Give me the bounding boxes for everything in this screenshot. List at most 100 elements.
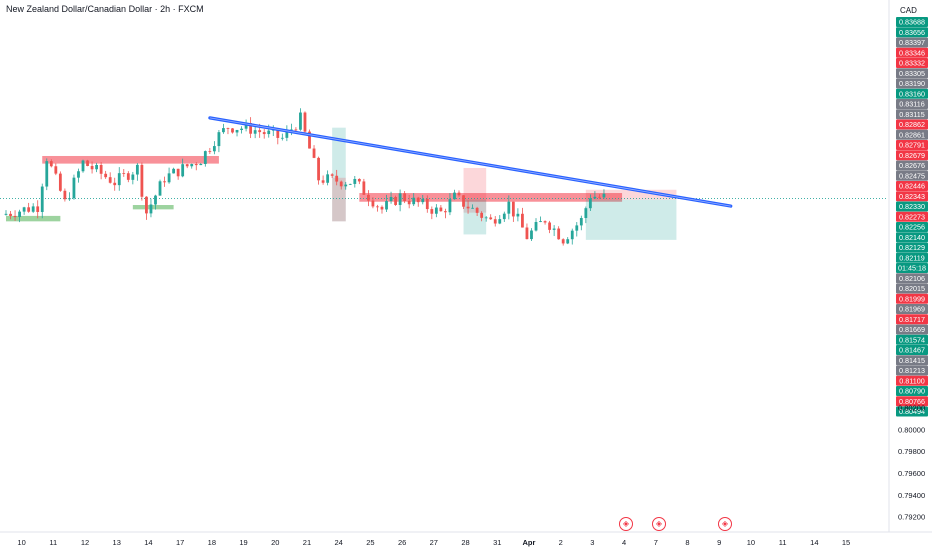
price-tag: 0.82791 xyxy=(896,140,928,150)
candle-down xyxy=(122,168,126,177)
price-tag-label: 0.81467 xyxy=(899,346,925,355)
candle-down xyxy=(439,205,443,212)
price-tag: 0.82475 xyxy=(896,170,928,181)
time-axis[interactable]: 10 11 12 13 14 17 18 19 20 21 24 25 26 27 28 31 Apr 2 3 4 7 8… xyxy=(17,538,850,547)
price-tag-label: 0.82343 xyxy=(899,192,925,201)
time-axis-label: 10 xyxy=(747,538,755,547)
price-tag-label: 0.82862 xyxy=(899,120,925,129)
candle-down xyxy=(145,196,148,220)
price-tag: 0.82129 xyxy=(896,242,928,253)
candle-up xyxy=(498,215,502,225)
price-tag: 0.81467 xyxy=(896,345,928,355)
candle-down xyxy=(108,172,112,184)
candle-down xyxy=(335,169,339,186)
candle-up xyxy=(95,162,98,173)
candle-down xyxy=(362,178,366,196)
event-icon[interactable]: ◈ xyxy=(652,517,666,531)
price-tag: 0.83190 xyxy=(896,78,928,89)
candle-up xyxy=(22,206,26,215)
candle-down xyxy=(104,170,108,179)
time-axis-label: 11 xyxy=(779,538,787,547)
candle-down xyxy=(276,128,280,145)
candle-up xyxy=(280,133,284,141)
candle-down xyxy=(63,188,67,202)
candle-up xyxy=(348,183,352,185)
event-icon[interactable]: ◈ xyxy=(619,517,633,531)
price-tag: 0.82015 xyxy=(896,283,928,294)
candle-down xyxy=(13,210,17,221)
time-axis-label: 12 xyxy=(81,538,89,547)
event-icon[interactable]: ◈ xyxy=(718,517,732,531)
price-tag: 0.82256 xyxy=(896,222,928,232)
symbol-title[interactable]: New Zealand Dollar/Canadian Dollar · 2h … xyxy=(6,4,204,14)
candle-down xyxy=(86,159,89,167)
candle-down xyxy=(194,162,198,171)
price-tag: 0.82446 xyxy=(896,181,928,191)
time-axis-label: 4 xyxy=(622,538,626,547)
price-tag: 0.81969 xyxy=(896,304,928,314)
candle-down xyxy=(480,211,484,222)
candle-down xyxy=(176,168,180,180)
candle-down xyxy=(475,206,479,217)
candle-up xyxy=(235,129,239,137)
price-tag: 0.81999 xyxy=(896,293,928,304)
candle-up xyxy=(299,108,302,131)
price-axis-label: 0.79800 xyxy=(898,447,925,456)
candle-down xyxy=(303,111,307,133)
price-tag: 0.81415 xyxy=(896,355,928,366)
price-tag: 01:45:18 xyxy=(896,263,928,273)
time-axis-label: 10 xyxy=(17,538,25,547)
price-tag-label: 0.83346 xyxy=(899,48,925,57)
price-tag: 0.83116 xyxy=(896,99,928,109)
candle-down xyxy=(598,194,601,199)
price-tag: 0.81669 xyxy=(896,324,928,335)
candle-down xyxy=(140,162,144,201)
time-axis-label: 3 xyxy=(590,538,594,547)
candle-down xyxy=(308,129,311,149)
price-tag-label: 0.83656 xyxy=(899,28,925,37)
price-tag: 0.81717 xyxy=(896,314,928,325)
candle-down xyxy=(231,127,234,134)
price-axis[interactable]: 0.80200 0.80000 0.79800 0.79600 0.79400 0.792… xyxy=(898,404,925,522)
time-axis-label: 20 xyxy=(271,538,279,547)
candle-up xyxy=(570,228,574,245)
drawing-zones xyxy=(6,127,677,240)
green_box-zone xyxy=(585,199,677,240)
price-tag-label: 0.83116 xyxy=(899,100,924,109)
price-axis-label: 0.80000 xyxy=(898,425,925,434)
candle-down xyxy=(521,207,524,228)
candle-up xyxy=(593,191,597,200)
trendline[interactable] xyxy=(208,116,733,208)
time-axis-label: 24 xyxy=(335,538,343,547)
candle-down xyxy=(430,206,434,220)
candle-up xyxy=(453,189,456,200)
candle-down xyxy=(416,196,420,207)
price-tag: 0.83397 xyxy=(896,37,928,48)
candle-up xyxy=(203,150,207,167)
candle-down xyxy=(163,176,166,187)
price-tag: 0.82330 xyxy=(896,201,928,212)
price-tag: 0.83305 xyxy=(896,68,928,79)
price-tag-label: 0.81213 xyxy=(899,366,925,375)
candle-up xyxy=(534,218,538,232)
price-tag-label: 0.82446 xyxy=(899,182,925,191)
candle-up xyxy=(579,215,583,231)
price-tag: 0.81213 xyxy=(896,365,928,376)
candle-down xyxy=(444,208,447,219)
price-tag: 0.83688 xyxy=(896,17,928,27)
candle-up xyxy=(77,168,80,183)
candle-up xyxy=(81,159,85,173)
time-axis-label: 26 xyxy=(398,538,406,547)
price-tag-label: 0.82015 xyxy=(899,284,925,293)
time-axis-label: 8 xyxy=(685,538,689,547)
candle-up xyxy=(285,125,289,142)
price-tag: 0.82343 xyxy=(896,191,928,202)
candle-down xyxy=(489,214,493,220)
price-tag: 0.82140 xyxy=(896,232,928,243)
price-axis-label: 0.79600 xyxy=(898,469,925,478)
time-axis-label: 18 xyxy=(208,538,216,547)
candle-up xyxy=(344,181,348,190)
candle-down xyxy=(249,117,253,139)
candle-up xyxy=(588,194,592,212)
